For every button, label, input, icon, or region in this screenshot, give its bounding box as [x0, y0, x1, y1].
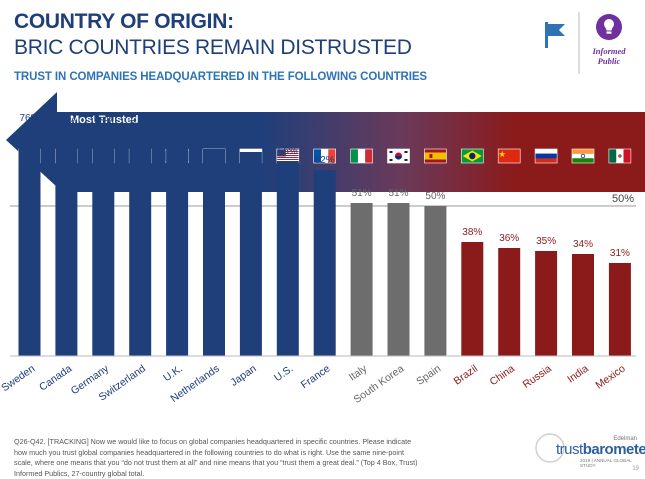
value-label: 68% — [241, 137, 261, 148]
bar-russia — [535, 251, 558, 356]
footnote: Q26-Q42. [TRACKING] Now we would like to… — [14, 437, 418, 478]
category-label: Russia — [521, 363, 554, 391]
value-label: 35% — [536, 236, 556, 247]
logo-tagline-text: ANNUAL GLOBAL STUDY — [580, 458, 632, 468]
value-label-group: 76% 75% 75% 74% 70% 69% 68% 65% 62% 51% 51% 50% 38% 3… — [19, 113, 630, 259]
bar-japan — [239, 152, 262, 356]
bar-spain — [424, 206, 447, 356]
logo-brand-a: trust — [556, 441, 583, 458]
logo-edition: 2019 — [580, 458, 591, 463]
logo-wordmark: trustbarometer — [556, 441, 645, 458]
value-label: 34% — [573, 239, 593, 250]
bar-mexico — [608, 263, 631, 356]
bar-germany — [92, 131, 115, 356]
value-label: 36% — [499, 233, 519, 244]
italy-flag-icon — [350, 148, 373, 164]
badge-line2: Public — [598, 56, 621, 66]
category-label: Brazil — [452, 363, 480, 388]
page-number: 19 — [632, 466, 639, 472]
bar-south-korea — [387, 203, 410, 356]
category-label: U.S. — [272, 363, 296, 385]
value-label: 65% — [278, 146, 298, 157]
value-label: 75% — [56, 116, 76, 127]
category-label: France — [299, 363, 333, 392]
value-label: 69% — [204, 134, 224, 145]
logo-tagline: 2019 | ANNUAL GLOBAL STUDY — [580, 458, 632, 468]
logo-company: Edelman — [613, 436, 637, 442]
logo-brand-b: barometer — [582, 441, 645, 458]
spain-flag-icon — [424, 148, 447, 164]
value-label: 62% — [315, 155, 335, 166]
bar-netherlands — [203, 149, 225, 356]
category-label: Spain — [414, 363, 443, 388]
category-label: Mexico — [593, 363, 627, 392]
value-label: 70% — [167, 131, 187, 142]
value-label: 76% — [19, 113, 39, 124]
value-label: 38% — [462, 227, 482, 238]
most-trusted-label: Most Trusted — [70, 114, 138, 126]
trust-direction-arrow — [6, 92, 645, 192]
value-label: 74% — [130, 119, 150, 130]
russia-flag-icon — [534, 148, 558, 164]
bar-u-k- — [166, 146, 189, 356]
bar-switzerland — [129, 134, 152, 356]
china-flag-icon — [497, 148, 521, 164]
page-title-line2: BRIC COUNTRIES REMAIN DISTRUSTED — [14, 36, 412, 59]
us-flag-icon — [276, 148, 300, 164]
page-title-line1: COUNTRY OF ORIGIN: — [14, 10, 234, 33]
value-label: 75% — [93, 116, 113, 127]
france-flag-icon — [313, 148, 337, 164]
category-label: India — [565, 363, 591, 386]
category-label: Italy — [347, 362, 370, 383]
bar-india — [572, 254, 594, 356]
category-label: U.K. — [161, 363, 185, 385]
value-label: 50% — [425, 191, 445, 202]
value-label: 51% — [352, 188, 372, 199]
south-korea-flag-icon — [387, 148, 410, 164]
category-label: China — [488, 363, 517, 389]
bar-group — [18, 128, 631, 356]
bar-italy — [350, 203, 373, 356]
flag-icon — [545, 22, 565, 48]
bar-china — [498, 248, 521, 356]
reference-line-label: 50% — [612, 193, 634, 205]
chart-subtitle: TRUST IN COMPANIES HEADQUARTERED IN THE … — [14, 71, 427, 83]
value-label: 51% — [388, 188, 408, 199]
mexico-flag-icon — [608, 148, 632, 164]
bar-canada — [55, 131, 78, 356]
bar-u-s- — [276, 161, 299, 356]
value-label: 31% — [610, 248, 630, 259]
badge-line1: Informed — [591, 46, 626, 56]
bar-france — [313, 170, 336, 356]
trust-bar-chart: Most Trusted 50% 76% 75% 75% 74% 70% 69% 68% 65… — [0, 92, 645, 406]
bar-brazil — [461, 242, 484, 356]
category-label: Sweden — [0, 363, 37, 395]
category-label: Japan — [228, 363, 258, 389]
informed-public-badge: Informed Public — [578, 12, 626, 74]
brazil-flag-icon — [460, 148, 484, 164]
bar-sweden — [18, 128, 41, 356]
india-flag-icon — [571, 148, 595, 164]
